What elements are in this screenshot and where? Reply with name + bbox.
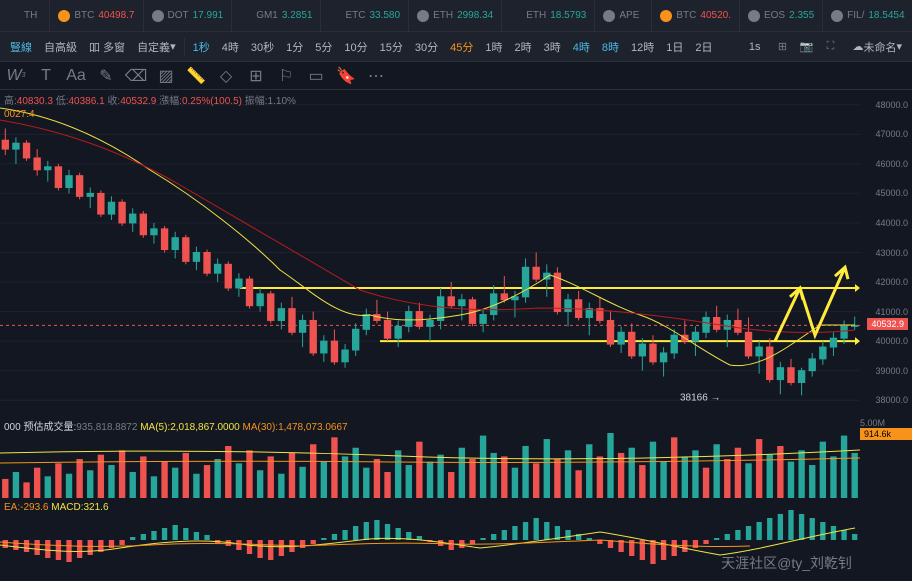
tf-1時[interactable]: 1時	[479, 32, 508, 61]
draw-toolbar: W3 T Aa ✎ ⌫ ▨ 📏 ◇ ⊞ ⚐ ▭ 🔖 ⋯	[0, 62, 912, 90]
tf-15分[interactable]: 15分	[374, 32, 409, 61]
highlight-icon[interactable]: ▨	[158, 68, 174, 84]
brush-icon[interactable]: ✎	[98, 68, 114, 84]
shape-icon[interactable]: ◇	[218, 68, 234, 84]
bookmark-icon[interactable]: 🔖	[338, 68, 354, 84]
tf-8時[interactable]: 8時	[596, 32, 625, 61]
tf-3時[interactable]: 3時	[538, 32, 567, 61]
tab-ETC[interactable]: ETC33.580	[321, 0, 409, 31]
camera-icon[interactable]: 📷	[798, 39, 814, 55]
tab-EOS[interactable]: EOS2.355	[740, 0, 823, 31]
multi-btn[interactable]: 吅 多窗	[83, 32, 131, 61]
note-icon[interactable]: ▭	[308, 68, 324, 84]
more-icon[interactable]: ⋯	[368, 68, 384, 84]
tf-4時[interactable]: 4時	[567, 32, 596, 61]
tab-GM1[interactable]: GM13.2851	[232, 0, 321, 31]
tab-FIL/[interactable]: FIL/18.5454	[823, 0, 912, 31]
indicator-icon[interactable]: ⊞	[774, 39, 790, 55]
unnamed-btn[interactable]: ☁ 未命名 ▾	[846, 39, 908, 55]
line-btn[interactable]: 豎線	[4, 32, 38, 61]
tf-4時[interactable]: 4時	[216, 32, 245, 61]
tf-5分[interactable]: 5分	[309, 32, 338, 61]
font-icon[interactable]: Aa	[68, 68, 84, 84]
ruler-icon[interactable]: 📏	[188, 68, 204, 84]
watermark: 天涯社区@ty_刘乾钊	[721, 553, 852, 573]
tf-45分[interactable]: 45分	[444, 32, 479, 61]
flag-icon[interactable]: ⚐	[278, 68, 294, 84]
tf-12時[interactable]: 12時	[625, 32, 660, 61]
tf-10分[interactable]: 10分	[338, 32, 373, 61]
tf-2時[interactable]: 2時	[508, 32, 537, 61]
volume-axis: 5.00M 914.6k	[860, 418, 912, 498]
grid-icon[interactable]: ⊞	[248, 68, 264, 84]
tf-30分[interactable]: 30分	[409, 32, 444, 61]
toolbar: 豎線 自高級 吅 多窗 自定義 ▾ 1秒4時30秒1分5分10分15分30分45…	[0, 32, 912, 62]
svg-text:38166 →: 38166 →	[680, 392, 721, 403]
tf-1日[interactable]: 1日	[660, 32, 689, 61]
price-axis: 48000.047000.046000.045000.044000.043000…	[860, 90, 912, 415]
text-tool-icon[interactable]: T	[38, 68, 54, 84]
adv-btn[interactable]: 自高級	[38, 32, 83, 61]
tab-DOT[interactable]: DOT17.991	[144, 0, 233, 31]
ohlc-info: 高:40830.3 低:40386.1 收:40532.9 漲幅:0.25%(1…	[4, 92, 296, 122]
tab-bar: THBTC40498.7DOT17.991GM13.2851ETC33.580E…	[0, 0, 912, 32]
eraser-icon[interactable]: ⌫	[128, 68, 144, 84]
tab-APE[interactable]: APE	[595, 0, 652, 31]
tf-30秒[interactable]: 30秒	[245, 32, 280, 61]
macd-info: EA:-293.6 MACD:321.6	[4, 502, 109, 513]
tf-1秒[interactable]: 1秒	[187, 32, 216, 61]
volume-info: 000 预估成交量:935,818.8872 MA(5):2,018,867.0…	[4, 418, 348, 433]
custom-btn[interactable]: 自定義 ▾	[131, 32, 182, 61]
tf-2日[interactable]: 2日	[689, 32, 718, 61]
wave-icon[interactable]: W3	[8, 68, 24, 84]
tab-TH[interactable]: TH	[0, 0, 50, 31]
tab-ETH[interactable]: ETH2998.34	[409, 0, 502, 31]
price-chart[interactable]: 38166 →	[0, 90, 860, 415]
tf-1s[interactable]: 1s	[743, 41, 767, 53]
tab-ETH[interactable]: ETH18.5793	[502, 0, 595, 31]
tf-1分[interactable]: 1分	[280, 32, 309, 61]
tab-BTC[interactable]: BTC40520.	[652, 0, 740, 31]
tab-BTC[interactable]: BTC40498.7	[50, 0, 143, 31]
fullscreen-icon[interactable]: ⛶	[822, 39, 838, 55]
